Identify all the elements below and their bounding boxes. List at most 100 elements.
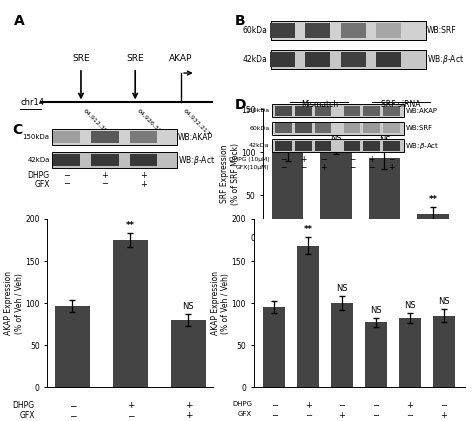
Bar	[271, 50, 426, 69]
Bar	[399, 318, 421, 387]
Bar	[55, 306, 90, 387]
Bar	[417, 214, 448, 238]
Text: NS: NS	[379, 136, 390, 145]
Text: −: −	[320, 155, 326, 164]
Bar	[344, 123, 360, 133]
Bar	[52, 152, 177, 168]
Bar	[52, 129, 177, 145]
Text: −: −	[407, 411, 413, 420]
Bar	[130, 131, 157, 143]
Bar	[344, 141, 360, 151]
Bar	[271, 50, 426, 69]
Y-axis label: AKAP Expression
(% of Veh / Veh): AKAP Expression (% of Veh / Veh)	[210, 271, 230, 335]
Text: −: −	[69, 411, 76, 420]
Bar	[383, 141, 400, 151]
Text: −: −	[300, 163, 306, 172]
Bar	[91, 154, 118, 166]
Bar	[364, 106, 380, 116]
Text: **: **	[126, 221, 135, 230]
Text: NS: NS	[404, 301, 416, 310]
Bar	[315, 141, 331, 151]
Text: NS: NS	[370, 306, 382, 315]
Bar	[376, 52, 401, 67]
Text: SRF siRNA: SRF siRNA	[381, 100, 420, 109]
Bar	[272, 104, 404, 117]
Y-axis label: SRF Expression
(% of SRF Mock): SRF Expression (% of SRF Mock)	[220, 143, 239, 205]
Text: WB:AKAP: WB:AKAP	[405, 108, 438, 114]
Bar	[53, 154, 80, 166]
Bar	[305, 23, 330, 38]
Text: −: −	[280, 163, 287, 172]
Text: DHPG: DHPG	[232, 401, 252, 407]
Text: −: −	[127, 411, 134, 420]
Text: chr14: chr14	[20, 98, 45, 107]
Text: −: −	[63, 180, 70, 189]
Text: AKAP: AKAP	[169, 54, 193, 63]
Text: +: +	[320, 163, 326, 172]
Text: 64,932,217: 64,932,217	[182, 107, 211, 136]
Text: SRE: SRE	[127, 54, 144, 63]
Text: −: −	[373, 401, 380, 410]
Bar	[271, 50, 426, 69]
Text: WB:$\beta$-Act: WB:$\beta$-Act	[427, 53, 464, 66]
Bar	[272, 122, 404, 135]
Text: +: +	[388, 163, 395, 172]
Bar	[272, 122, 404, 135]
Y-axis label: AKAP Expression
(% of Veh / Veh): AKAP Expression (% of Veh / Veh)	[4, 271, 24, 335]
Text: +: +	[184, 411, 192, 420]
Text: +: +	[305, 401, 311, 410]
Bar	[383, 123, 400, 133]
Text: −: −	[349, 155, 355, 164]
Bar	[275, 106, 292, 116]
Text: −: −	[69, 401, 76, 410]
Bar	[270, 23, 295, 38]
Text: DHPG (10μM): DHPG (10μM)	[229, 157, 270, 162]
Bar	[271, 21, 426, 40]
Bar	[52, 129, 177, 145]
Bar	[272, 139, 404, 152]
Bar	[295, 141, 311, 151]
Bar	[91, 131, 118, 143]
Text: GFX: GFX	[19, 411, 35, 420]
Text: +: +	[300, 155, 306, 164]
Bar	[271, 21, 426, 40]
Text: B: B	[235, 14, 246, 28]
Text: WB:$\beta$-Act: WB:$\beta$-Act	[178, 154, 215, 167]
Bar	[331, 303, 353, 387]
Text: WB:SRF: WB:SRF	[405, 125, 432, 131]
Bar	[365, 322, 387, 387]
Bar	[340, 23, 365, 38]
Text: +: +	[140, 171, 147, 180]
Text: 42kDa: 42kDa	[249, 143, 270, 148]
Bar	[364, 123, 380, 133]
Bar	[272, 152, 303, 238]
Text: −: −	[440, 401, 447, 410]
Text: +: +	[338, 411, 346, 420]
Text: SRE: SRE	[72, 54, 90, 63]
Text: DHPG: DHPG	[27, 171, 50, 180]
Bar	[271, 21, 426, 40]
Bar	[297, 246, 319, 387]
Bar	[263, 307, 285, 387]
Text: +: +	[101, 171, 109, 180]
Bar	[315, 123, 331, 133]
Bar	[295, 123, 311, 133]
Text: −: −	[305, 411, 311, 420]
Text: NS: NS	[182, 302, 194, 311]
Bar	[305, 52, 330, 67]
Text: WB:SRF: WB:SRF	[427, 26, 456, 35]
Bar	[383, 106, 400, 116]
Text: +: +	[127, 401, 134, 410]
Text: −: −	[338, 401, 346, 410]
Text: −: −	[271, 401, 278, 410]
Text: −: −	[271, 411, 278, 420]
Text: +: +	[140, 180, 147, 189]
Text: GFX: GFX	[34, 180, 50, 189]
Text: NS: NS	[336, 284, 348, 293]
Text: +: +	[184, 401, 192, 410]
Text: −: −	[349, 163, 355, 172]
Bar	[344, 106, 360, 116]
Text: GFX(10μM): GFX(10μM)	[236, 165, 270, 171]
Bar	[376, 23, 401, 38]
Text: 60kDa: 60kDa	[249, 126, 270, 131]
